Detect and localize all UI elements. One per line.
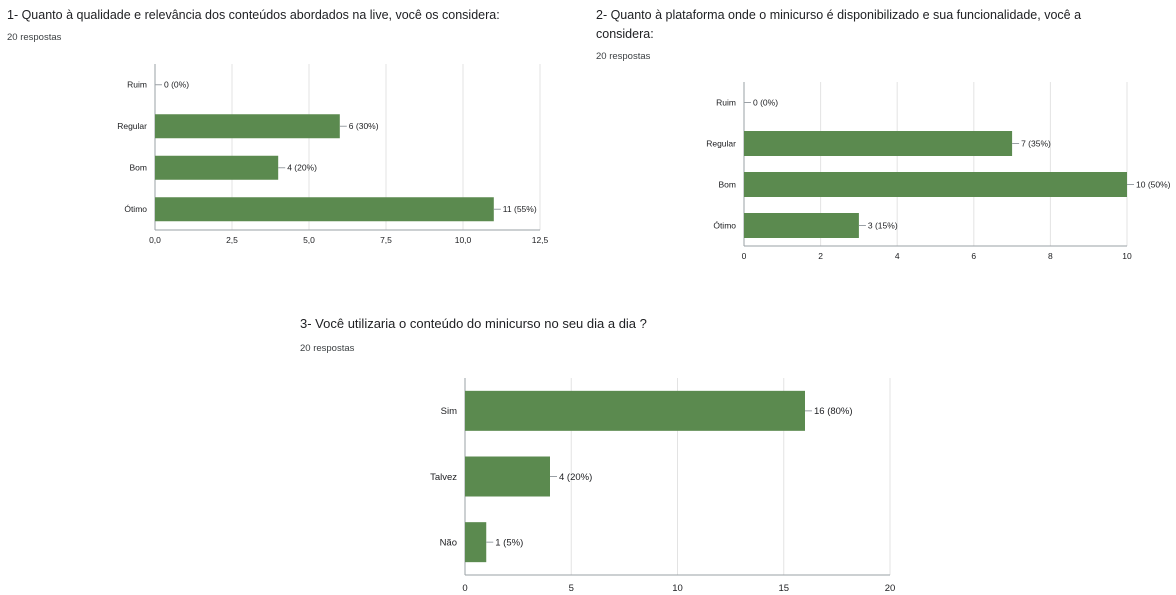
- chart1-category-label: Ótimo: [124, 204, 147, 214]
- chart2-tick-label: 0: [742, 251, 747, 261]
- chart3-bar: [465, 522, 487, 563]
- chart2-subtitle: 20 respostas: [596, 51, 651, 62]
- chart3-category-label: Sim: [441, 406, 457, 417]
- chart3-data-label: 4 (20%): [559, 472, 592, 483]
- chart2-bar: [744, 213, 859, 238]
- chart1-subtitle: 20 respostas: [7, 32, 62, 43]
- chart2-tick-label: 6: [971, 251, 976, 261]
- chart2-category-label: Bom: [719, 179, 736, 189]
- chart2-bar: [744, 131, 1013, 156]
- chart2-data-label: 7 (35%): [1021, 138, 1051, 148]
- chart2-category-label: Regular: [706, 138, 736, 148]
- chart3-tick-label: 15: [778, 583, 789, 594]
- chart2-data-label: 0 (0%): [753, 97, 778, 107]
- chart2-data-label: 3 (15%): [868, 220, 898, 230]
- chart1-bar: [155, 155, 279, 180]
- chart1-data-label: 0 (0%): [164, 80, 189, 90]
- chart2-category-label: Ótimo: [713, 220, 736, 230]
- chart2-category-label: Ruim: [716, 97, 736, 107]
- chart2-data-label: 10 (50%): [1136, 179, 1171, 189]
- chart3-data-label: 1 (5%): [495, 537, 523, 548]
- chart1-tick-label: 10,0: [455, 235, 472, 245]
- chart2-title: 2- Quanto à plataforma onde o minicurso …: [596, 8, 1082, 41]
- chart2-tick-label: 4: [895, 251, 900, 261]
- chart3-tick-label: 10: [672, 583, 683, 594]
- chart3-tick-label: 20: [885, 583, 896, 594]
- chart2-bar: [744, 172, 1127, 197]
- chart1-data-label: 11 (55%): [503, 204, 537, 214]
- chart3-category-label: Não: [440, 537, 457, 548]
- chart1-tick-label: 7,5: [380, 235, 392, 245]
- chart3-tick-label: 0: [462, 583, 467, 594]
- chart1-data-label: 6 (30%): [349, 121, 379, 131]
- chart3-tick-label: 5: [569, 583, 574, 594]
- chart3-bar: [465, 456, 550, 497]
- chart1-tick-label: 5,0: [303, 235, 315, 245]
- chart1-category-label: Ruim: [127, 80, 147, 90]
- chart3-title: 3- Você utilizaria o conteúdo do minicur…: [300, 316, 647, 331]
- chart1-data-label: 4 (20%): [287, 163, 317, 173]
- chart3-bar: [465, 390, 805, 431]
- chart1-bar: [155, 197, 494, 222]
- chart2-tick-label: 2: [818, 251, 823, 261]
- chart1-tick-label: 0,0: [149, 235, 161, 245]
- chart1-tick-label: 2,5: [226, 235, 238, 245]
- chart2-tick-label: 10: [1122, 251, 1132, 261]
- chart2-tick-label: 8: [1048, 251, 1053, 261]
- chart3-subtitle: 20 respostas: [300, 343, 355, 354]
- chart1-category-label: Regular: [117, 121, 147, 131]
- chart3-category-label: Talvez: [430, 472, 457, 483]
- chart3-data-label: 16 (80%): [814, 406, 853, 417]
- chart1-category-label: Bom: [130, 163, 147, 173]
- chart1-tick-label: 12,5: [532, 235, 549, 245]
- chart1-bar: [155, 114, 340, 139]
- chart1-title: 1- Quanto à qualidade e relevância dos c…: [7, 8, 500, 22]
